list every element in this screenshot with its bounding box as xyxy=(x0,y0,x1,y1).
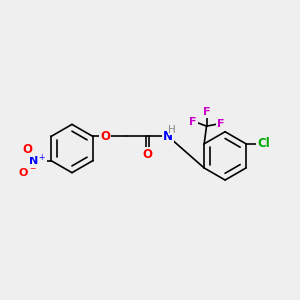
Text: N$^+$: N$^+$ xyxy=(28,153,46,168)
Text: O$^-$: O$^-$ xyxy=(18,166,37,178)
Text: O: O xyxy=(100,130,110,143)
Text: F: F xyxy=(189,117,197,127)
Text: F: F xyxy=(203,107,210,117)
Text: O: O xyxy=(142,148,153,160)
Text: N: N xyxy=(163,130,173,143)
Text: Cl: Cl xyxy=(257,137,270,150)
Text: O: O xyxy=(22,143,32,156)
Text: H: H xyxy=(168,125,176,135)
Text: F: F xyxy=(217,119,224,129)
